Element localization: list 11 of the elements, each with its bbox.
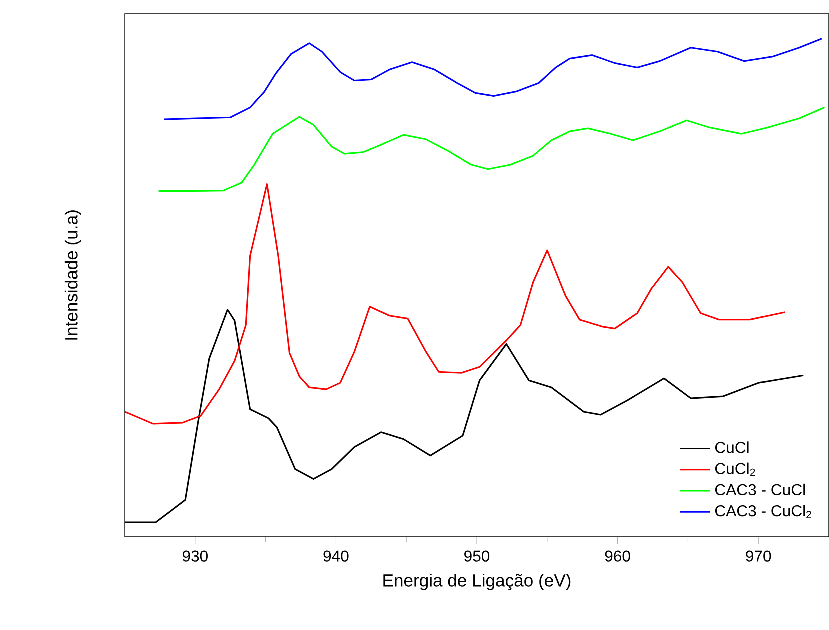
- legend-label: CAC3 - CuCl: [715, 484, 805, 496]
- y-axis-title: Intensidade (u.a): [64, 210, 82, 340]
- legend-label: CuCl$_{2}$: [715, 462, 756, 476]
- x-tick-label: 970: [746, 550, 772, 562]
- legend-label: CuCl: [715, 442, 749, 454]
- x-tick-label: 960: [605, 550, 630, 562]
- legend-label: CAC3 - CuCl$_{2}$: [715, 505, 812, 518]
- x-tick-label: 950: [464, 550, 490, 562]
- x-tick-label: 940: [324, 550, 349, 562]
- x-tick-label: 930: [182, 550, 208, 562]
- x-axis-title: Energia de Ligação (eV): [384, 574, 571, 590]
